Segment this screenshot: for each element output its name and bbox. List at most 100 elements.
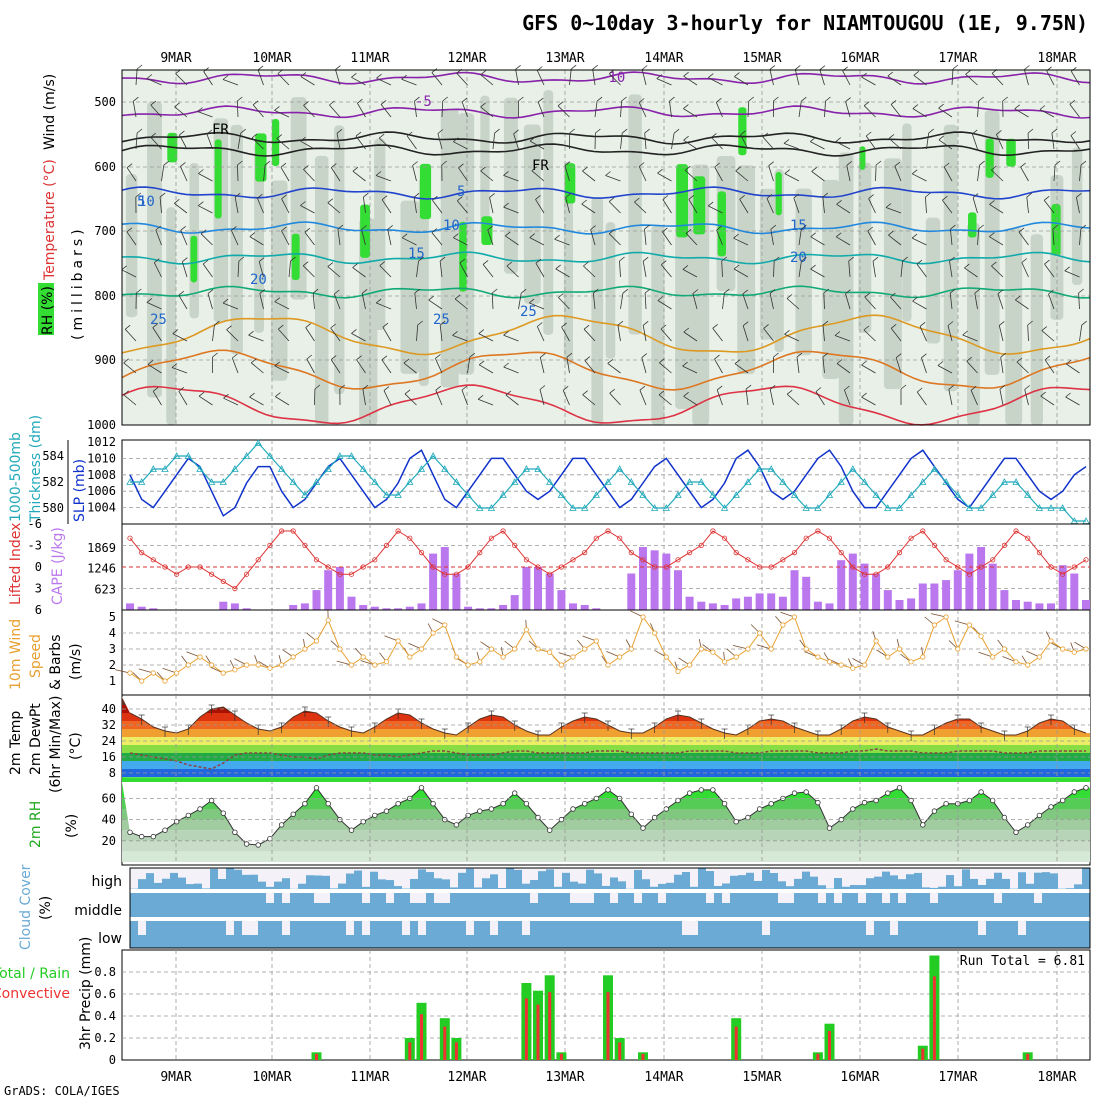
wind-barb-tick <box>938 135 945 141</box>
wind-barb-tick <box>609 388 615 394</box>
cloud-high-column <box>674 874 682 890</box>
wind-barb-tick <box>595 128 601 134</box>
thickness-marker <box>884 504 892 511</box>
precip-convective-bar <box>932 976 936 1060</box>
cloud-middle-column <box>154 893 162 917</box>
cape-bar <box>837 560 846 610</box>
precip-convective-bar <box>548 992 552 1060</box>
wind-barb <box>539 357 545 374</box>
wind-barb <box>938 139 953 150</box>
wind-barb-tick <box>174 102 180 108</box>
y-tick-label: 1008 <box>87 468 116 482</box>
cloud-low-column <box>682 935 690 948</box>
cloud-high-column <box>762 869 770 890</box>
wind-barb <box>222 79 239 86</box>
wind-barb <box>236 100 239 118</box>
cloud-high-column <box>994 872 1002 890</box>
wind-barb <box>608 233 621 246</box>
thickness-marker <box>324 465 332 472</box>
cloud-high-column <box>858 885 866 889</box>
wind-barb-tick <box>248 330 254 336</box>
cloud-low-column <box>154 921 162 948</box>
cloud-high-column <box>898 879 906 889</box>
wind-barb <box>529 140 545 150</box>
wind-barb-tick <box>126 163 133 169</box>
thickness-marker <box>347 452 356 459</box>
cape-bar <box>708 603 717 610</box>
dewpoint-line <box>129 748 1086 770</box>
rh2m-marker <box>721 801 728 807</box>
rh-green-patch <box>459 221 467 292</box>
cloud-middle-column <box>994 903 1002 917</box>
cloud-middle-column <box>346 893 354 917</box>
wind-barb-tick <box>796 352 803 358</box>
cloud-low-column <box>834 921 842 948</box>
cloud-low-column <box>954 921 962 948</box>
cape-bar <box>685 596 694 610</box>
cloud-middle-column <box>378 893 386 917</box>
cloud-low-column <box>266 921 274 948</box>
rh2m-marker <box>278 822 285 828</box>
cloud-low-column <box>570 921 578 948</box>
cape-bar <box>965 553 974 610</box>
wind-barb <box>842 70 851 86</box>
wind-barb-tick <box>972 193 979 198</box>
lifted-index-marker <box>232 585 238 592</box>
wind-barb <box>234 197 239 214</box>
wind-barb-tick <box>363 192 369 198</box>
wind-barb-tick <box>554 234 560 240</box>
wind-barb <box>582 170 596 182</box>
y-tick-label: 16 <box>102 750 116 764</box>
wind-barb-tick <box>303 101 309 106</box>
lifted-index-marker <box>617 535 623 541</box>
thickness-marker <box>907 491 915 498</box>
cloud-middle-column <box>138 893 146 917</box>
wind-barb-tick <box>337 224 344 230</box>
wind-barb <box>561 326 570 342</box>
rh2m-band <box>122 798 1090 809</box>
precip-convective-label: Convective <box>0 986 70 1002</box>
rh2m-marker <box>861 799 868 806</box>
cloud-high-column <box>394 886 402 889</box>
wind-barb <box>592 293 596 310</box>
thickness-marker <box>242 452 251 459</box>
cloud-middle-column <box>882 903 890 917</box>
cape-bar <box>1000 590 1009 610</box>
wind-barb-tick <box>684 165 691 171</box>
wind-barb <box>403 362 417 374</box>
wind-barb-tick <box>928 128 934 134</box>
wind-barb <box>381 359 392 374</box>
cloud-low-column <box>874 921 882 948</box>
rh2m-marker <box>978 789 984 795</box>
cloud-middle-column <box>362 903 370 917</box>
wind-barb-tick <box>1052 224 1059 230</box>
wind-barb <box>249 236 264 246</box>
rh2m-marker <box>943 801 949 807</box>
bottom-date-axis: 9MAR 10MAR 11MAR 12MAR 13MAR 14MAR 15MAR 16MAR 1… <box>160 1070 1076 1085</box>
rh2m-marker <box>756 806 763 812</box>
lifted-index-marker <box>127 535 133 541</box>
wind-barb-tick <box>275 392 281 397</box>
cape-bar <box>230 603 239 610</box>
lifted-index-marker <box>663 564 669 570</box>
wind-barb-tick <box>274 106 280 111</box>
cloud-middle-column <box>586 903 594 917</box>
wind-barb-tick <box>312 288 319 294</box>
wind-barb <box>536 326 545 342</box>
cloud-high-column <box>338 883 346 889</box>
rh-shading <box>122 70 1090 426</box>
wind-barb-tick <box>226 325 232 331</box>
wind-barb-tick <box>387 225 393 230</box>
cloud-middle-column <box>610 903 618 917</box>
thickness-marker <box>569 504 577 511</box>
wind-barb <box>638 166 647 182</box>
rh2m-marker <box>360 819 366 825</box>
cape-bar <box>1047 603 1055 610</box>
wind-barb <box>357 102 366 118</box>
wind-barb-tick <box>925 192 931 198</box>
wind-barb <box>970 390 978 406</box>
wind-barb <box>174 106 188 118</box>
wind-barb-tick <box>539 385 546 390</box>
cloud-middle-column <box>594 893 602 917</box>
